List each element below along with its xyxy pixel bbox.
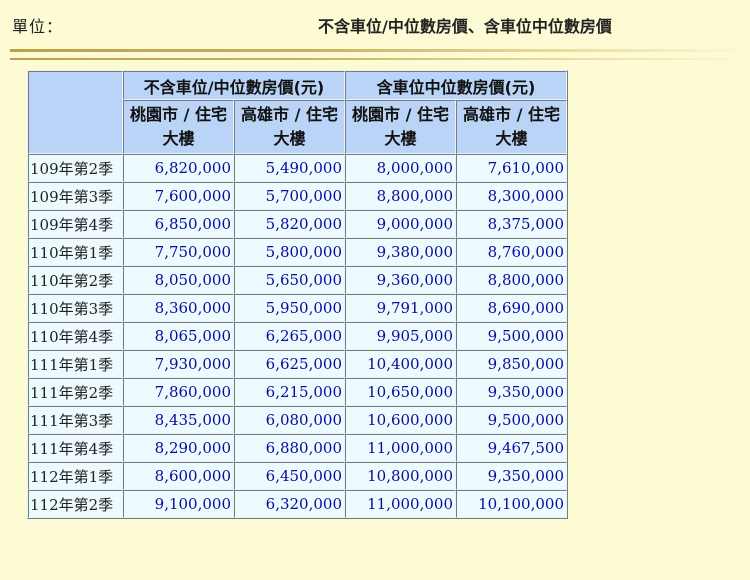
price-value-cell: 7,930,000 (123, 350, 234, 378)
price-value-cell: 6,080,000 (234, 406, 345, 434)
price-value-cell: 5,820,000 (234, 210, 345, 238)
price-value-cell: 6,450,000 (234, 462, 345, 490)
price-value-cell: 8,600,000 (123, 462, 234, 490)
price-value-cell: 10,800,000 (345, 462, 456, 490)
price-value-cell: 8,435,000 (123, 406, 234, 434)
table-row: 111年第3季 8,435,000 6,080,000 10,600,000 9,500… (28, 406, 567, 434)
price-value-cell: 9,350,000 (456, 378, 567, 406)
row-period-label: 110年第3季 (28, 294, 123, 322)
price-value-cell: 8,000,000 (345, 154, 456, 182)
price-value-cell: 6,320,000 (234, 490, 345, 518)
price-value-cell: 10,400,000 (345, 350, 456, 378)
price-value-cell: 5,700,000 (234, 182, 345, 210)
table-row: 111年第2季 7,860,000 6,215,000 10,650,000 9,350… (28, 378, 567, 406)
price-value-cell: 7,600,000 (123, 182, 234, 210)
price-value-cell: 8,300,000 (456, 182, 567, 210)
table-row: 112年第2季 9,100,000 6,320,000 11,000,000 10,10… (28, 490, 567, 518)
price-value-cell: 9,500,000 (456, 322, 567, 350)
price-value-cell: 8,065,000 (123, 322, 234, 350)
price-value-cell: 6,850,000 (123, 210, 234, 238)
price-value-cell: 6,265,000 (234, 322, 345, 350)
price-value-cell: 9,500,000 (456, 406, 567, 434)
price-value-cell: 10,600,000 (345, 406, 456, 434)
table-row: 111年第1季 7,930,000 6,625,000 10,400,000 9,850… (28, 350, 567, 378)
column-group-header: 含車位中位數房價(元) (345, 71, 567, 100)
unit-label: 單位： (12, 17, 64, 36)
price-value-cell: 9,360,000 (345, 266, 456, 294)
price-value-cell: 6,820,000 (123, 154, 234, 182)
column-header: 桃園市 / 住宅大樓 (123, 100, 234, 154)
row-period-label: 109年第3季 (28, 182, 123, 210)
header-divider-bottom (10, 58, 750, 60)
price-table: 不含車位/中位數房價(元) 含車位中位數房價(元) 桃園市 / 住宅大樓 高雄市… (27, 70, 568, 519)
price-value-cell: 5,650,000 (234, 266, 345, 294)
corner-header-cell (28, 71, 123, 154)
price-value-cell: 7,610,000 (456, 154, 567, 182)
row-period-label: 110年第2季 (28, 266, 123, 294)
price-value-cell: 9,791,000 (345, 294, 456, 322)
price-value-cell: 6,880,000 (234, 434, 345, 462)
price-value-cell: 7,860,000 (123, 378, 234, 406)
price-value-cell: 5,800,000 (234, 238, 345, 266)
price-value-cell: 11,000,000 (345, 434, 456, 462)
row-period-label: 109年第2季 (28, 154, 123, 182)
row-period-label: 111年第1季 (28, 350, 123, 378)
price-value-cell: 8,760,000 (456, 238, 567, 266)
price-value-cell: 5,490,000 (234, 154, 345, 182)
price-value-cell: 6,625,000 (234, 350, 345, 378)
row-period-label: 112年第2季 (28, 490, 123, 518)
table-row: 110年第3季 8,360,000 5,950,000 9,791,000 8,690,… (28, 294, 567, 322)
row-period-label: 109年第4季 (28, 210, 123, 238)
column-header: 高雄市 / 住宅大樓 (234, 100, 345, 154)
header-divider-top (10, 49, 750, 52)
column-header: 高雄市 / 住宅大樓 (456, 100, 567, 154)
price-value-cell: 8,800,000 (456, 266, 567, 294)
table-body: 109年第2季 6,820,000 5,490,000 8,000,000 7,610,… (28, 154, 567, 518)
price-value-cell: 6,215,000 (234, 378, 345, 406)
row-period-label: 111年第2季 (28, 378, 123, 406)
price-value-cell: 9,100,000 (123, 490, 234, 518)
table-row: 109年第3季 7,600,000 5,700,000 8,800,000 8,300,… (28, 182, 567, 210)
column-header: 桃園市 / 住宅大樓 (345, 100, 456, 154)
price-value-cell: 8,800,000 (345, 182, 456, 210)
table-row: 112年第1季 8,600,000 6,450,000 10,800,000 9,350… (28, 462, 567, 490)
price-value-cell: 9,467,500 (456, 434, 567, 462)
table-row: 111年第4季 8,290,000 6,880,000 11,000,000 9,467… (28, 434, 567, 462)
row-period-label: 110年第4季 (28, 322, 123, 350)
price-value-cell: 8,290,000 (123, 434, 234, 462)
price-value-cell: 9,350,000 (456, 462, 567, 490)
price-value-cell: 10,100,000 (456, 490, 567, 518)
price-value-cell: 11,000,000 (345, 490, 456, 518)
page-header: 單位： 不含車位/中位數房價、含車位中位數房價 (0, 0, 750, 38)
price-value-cell: 8,050,000 (123, 266, 234, 294)
table-row: 110年第1季 7,750,000 5,800,000 9,380,000 8,760,… (28, 238, 567, 266)
price-value-cell: 8,360,000 (123, 294, 234, 322)
table-row: 110年第2季 8,050,000 5,650,000 9,360,000 8,800,… (28, 266, 567, 294)
row-period-label: 112年第1季 (28, 462, 123, 490)
price-value-cell: 9,000,000 (345, 210, 456, 238)
table-row: 109年第2季 6,820,000 5,490,000 8,000,000 7,610,… (28, 154, 567, 182)
row-period-label: 111年第3季 (28, 406, 123, 434)
price-value-cell: 7,750,000 (123, 238, 234, 266)
page-title: 不含車位/中位數房價、含車位中位數房價 (318, 17, 612, 36)
price-value-cell: 8,690,000 (456, 294, 567, 322)
price-value-cell: 9,850,000 (456, 350, 567, 378)
price-value-cell: 9,380,000 (345, 238, 456, 266)
price-value-cell: 5,950,000 (234, 294, 345, 322)
row-period-label: 110年第1季 (28, 238, 123, 266)
row-period-label: 111年第4季 (28, 434, 123, 462)
column-group-header: 不含車位/中位數房價(元) (123, 71, 345, 100)
table-row: 109年第4季 6,850,000 5,820,000 9,000,000 8,375,… (28, 210, 567, 238)
price-value-cell: 10,650,000 (345, 378, 456, 406)
price-value-cell: 8,375,000 (456, 210, 567, 238)
table-row: 110年第4季 8,065,000 6,265,000 9,905,000 9,500,… (28, 322, 567, 350)
price-value-cell: 9,905,000 (345, 322, 456, 350)
